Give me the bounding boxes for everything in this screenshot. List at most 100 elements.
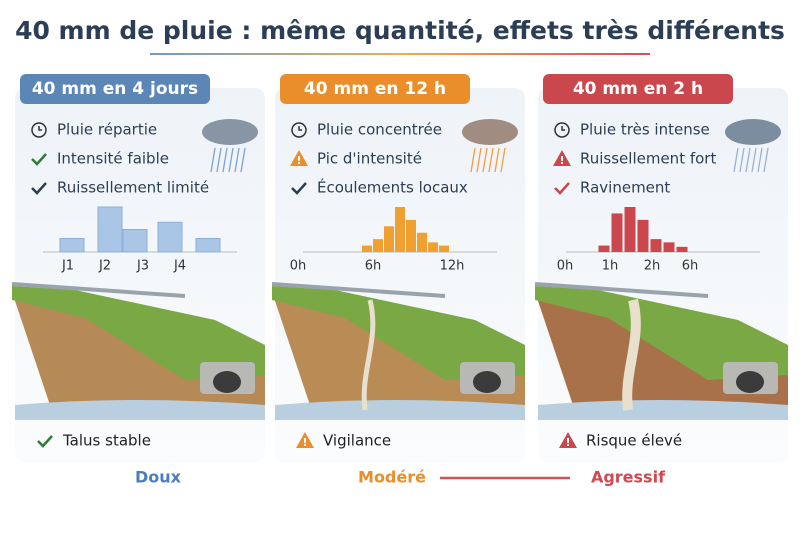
bar xyxy=(362,245,372,252)
panel-header-text: 40 mm en 2 h xyxy=(573,79,703,99)
item-text: Pluie concentrée xyxy=(317,121,442,139)
scale-label: Doux xyxy=(135,468,182,487)
item-text: Pic d'intensité xyxy=(317,150,422,168)
rain xyxy=(763,147,769,173)
item-text: Pluie répartie xyxy=(57,121,157,139)
clock-icon xyxy=(298,126,302,131)
panel-header xyxy=(543,74,733,104)
water xyxy=(538,400,788,420)
culvert-hole xyxy=(473,371,501,393)
warning-mark: ! xyxy=(296,154,301,167)
x-tick-label: 6h xyxy=(682,259,699,274)
status-text: Talus stable xyxy=(62,432,151,450)
clock-icon xyxy=(38,126,42,131)
rain xyxy=(228,147,234,173)
runoff xyxy=(622,298,641,411)
panel-header xyxy=(20,74,210,104)
bar xyxy=(676,246,688,252)
rain xyxy=(234,147,240,173)
bar xyxy=(624,207,636,252)
rain xyxy=(482,147,488,173)
bar xyxy=(637,219,649,252)
rain xyxy=(216,147,222,173)
warning-icon xyxy=(290,150,308,166)
clock-icon xyxy=(554,122,570,138)
warning-icon xyxy=(559,432,577,448)
panel-header-text: 40 mm en 12 h xyxy=(304,79,446,99)
warning-mark: ! xyxy=(565,436,570,449)
bar xyxy=(663,242,675,252)
item-text: Ruissellement fort xyxy=(580,150,716,168)
bar xyxy=(122,229,148,253)
guard-rail xyxy=(534,282,709,298)
check-icon xyxy=(291,182,307,195)
title: 40 mm de pluie : même quantité, effets t… xyxy=(15,16,785,45)
bar xyxy=(650,239,662,252)
bar xyxy=(406,219,416,252)
status-text: Vigilance xyxy=(323,432,391,450)
water xyxy=(15,400,265,420)
bar xyxy=(439,245,449,252)
warning-icon xyxy=(553,150,571,166)
item-text: Ruissellement limité xyxy=(57,179,209,197)
item-text: Écoulements locaux xyxy=(317,178,468,197)
rain xyxy=(751,147,757,173)
bar xyxy=(395,207,405,252)
runoff xyxy=(361,299,376,411)
x-tick-label: J3 xyxy=(136,259,149,274)
scale-label: Modéré xyxy=(358,468,426,487)
water xyxy=(275,400,525,420)
x-tick-label: 2h xyxy=(644,259,661,274)
x-tick-label: J4 xyxy=(173,259,186,274)
bar xyxy=(373,239,383,252)
item-text: Ravinement xyxy=(580,179,670,197)
x-tick-label: 0h xyxy=(557,259,574,274)
warning-mark: ! xyxy=(559,154,564,167)
rain xyxy=(745,147,751,173)
bar xyxy=(598,245,610,252)
rain xyxy=(757,147,763,173)
bar xyxy=(157,221,183,253)
guard-rail xyxy=(271,282,446,298)
item-text: Intensité faible xyxy=(57,150,169,168)
slope-grass xyxy=(12,286,265,380)
bar xyxy=(97,206,123,253)
rain xyxy=(476,147,482,173)
warning-icon xyxy=(296,432,314,448)
x-tick-label: 6h xyxy=(365,259,382,274)
check-icon xyxy=(37,435,53,448)
check-icon xyxy=(31,182,47,195)
rain xyxy=(739,147,745,173)
rain xyxy=(500,147,506,173)
clock-icon xyxy=(291,122,307,138)
bar xyxy=(195,238,221,253)
bar xyxy=(417,232,427,252)
bar xyxy=(428,242,438,252)
rain xyxy=(733,147,739,173)
rain xyxy=(494,147,500,173)
panel-header-text: 40 mm en 4 jours xyxy=(32,79,198,99)
culvert-hole xyxy=(213,371,241,393)
rain xyxy=(210,147,216,173)
rain xyxy=(222,147,228,173)
check-icon xyxy=(554,182,570,195)
cloud xyxy=(462,119,518,145)
title-rule xyxy=(150,53,650,55)
x-tick-label: 12h xyxy=(440,259,465,274)
clock-icon xyxy=(31,122,47,138)
scale-label: Agressif xyxy=(591,468,666,487)
x-tick-label: 0h xyxy=(290,259,307,274)
rain xyxy=(488,147,494,173)
bar xyxy=(59,238,85,253)
slope-grass xyxy=(535,286,788,380)
rain xyxy=(470,147,476,173)
cloud xyxy=(202,119,258,145)
clock-icon xyxy=(561,126,565,131)
cloud xyxy=(725,119,781,145)
slope-grass xyxy=(272,286,525,380)
x-tick-label: J1 xyxy=(61,259,74,274)
status-text: Risque élevé xyxy=(586,432,682,450)
bar xyxy=(611,213,623,252)
x-tick-label: J2 xyxy=(98,259,111,274)
